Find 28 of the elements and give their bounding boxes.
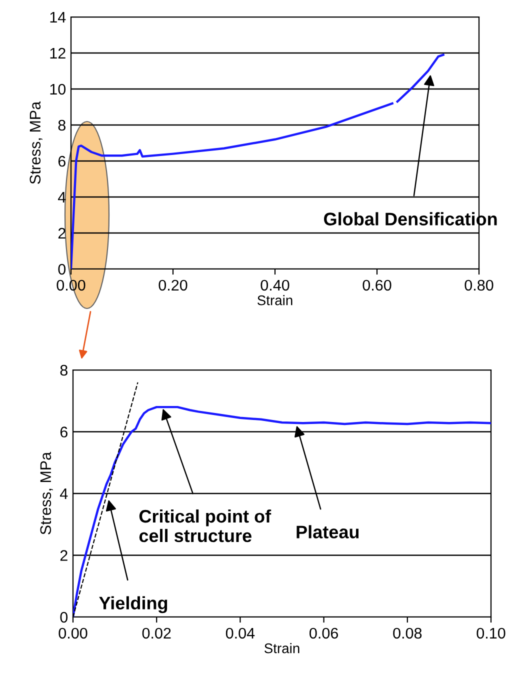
annotation: Critical point of cell structure [139,509,272,542]
x-tick-label: 0.80 [464,280,494,291]
y-tick-label: 10 [50,84,66,95]
y-tick-label: 2 [60,550,68,561]
y-tick-label: 12 [50,48,66,59]
y-tick-label: 8 [58,120,66,131]
x-tick-label: 0.10 [476,628,506,639]
x-tick-label: 0.40 [260,280,290,291]
y-tick-label: 6 [60,426,68,438]
x-tick-label: 0.60 [362,280,392,291]
y-tick-label: 0 [58,264,66,275]
x-tick-label: 0.06 [310,628,338,639]
y-axis-title: Stress, MPa [40,452,53,534]
x-tick-label: 0.20 [158,280,188,291]
y-axis-title: Stress, MPa [30,101,42,184]
x-tick-label: 0.08 [393,628,422,639]
x-tick-label: 0.04 [226,628,255,639]
y-tick-label: 0 [60,612,68,623]
annotation: Plateau [296,525,359,538]
y-tick-label: 14 [50,12,66,23]
y-tick-label: 6 [58,156,66,167]
x-axis-title: Strain [257,295,292,306]
x-tick-label: 0.00 [58,628,88,639]
x-axis-title: Strain [264,643,300,654]
x-tick-label: 0.02 [142,628,171,639]
annotation: Yielding [99,596,168,614]
y-tick-label: 8 [60,364,68,376]
y-tick-label: 4 [60,488,68,500]
